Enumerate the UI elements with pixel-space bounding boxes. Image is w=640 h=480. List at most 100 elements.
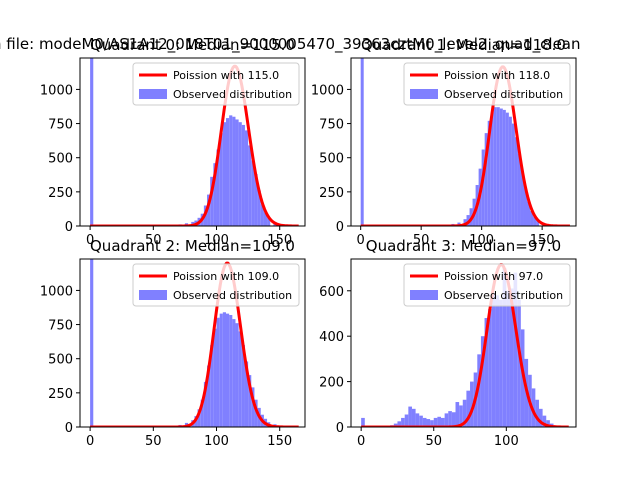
x-tick-label: 150: [267, 233, 292, 248]
subplot-quadrant-2: Quadrant 2: Median=109.0 0 50 100 150 0 250 500…: [40, 237, 306, 449]
histogram-bar: [238, 122, 242, 226]
histogram-bar: [462, 399, 467, 427]
legend-histogram-swatch: [139, 89, 167, 99]
x-tick-label: 100: [469, 233, 494, 248]
histogram-bar: [477, 354, 481, 427]
legend: Poission with 118.0 Observed distribution: [403, 62, 571, 106]
histogram-bar: [235, 323, 239, 427]
histogram-bar: [437, 416, 441, 427]
histogram-bar: [235, 119, 239, 226]
histogram-bar: [251, 160, 255, 226]
histogram-bar: [491, 293, 496, 427]
histogram-bar: [495, 295, 500, 427]
x-tick-label: 50: [413, 233, 430, 248]
histogram-bar: [219, 313, 223, 427]
legend: Poission with 109.0 Observed distribution: [132, 263, 300, 307]
histogram-bar: [401, 417, 405, 427]
histogram-bar: [200, 399, 204, 427]
y-tick-label: 400: [319, 330, 344, 345]
histogram-bar: [229, 115, 233, 226]
legend-poisson-label: Poission with 109.0: [173, 270, 279, 283]
legend-box: [132, 62, 300, 106]
histogram-bar: [527, 201, 531, 226]
legend-histogram-label: Observed distribution: [173, 289, 292, 302]
histogram-bar: [415, 413, 420, 427]
histogram-bar: [254, 174, 258, 226]
histogram-bar: [225, 313, 230, 427]
histogram-bar: [546, 420, 550, 427]
histogram-bar: [203, 381, 208, 427]
histogram-bar: [225, 118, 230, 226]
y-tick-label: 1000: [311, 83, 344, 98]
subplot-quadrant-3: Quadrant 3: Median=97.0 0 50 100 0 200 400 600 P…: [319, 237, 577, 449]
y-tick-label: 0: [65, 220, 73, 235]
subplots-grid: Quadrant 0: Median=115.00 50 100 1500250500…: [40, 36, 577, 449]
histogram-bar: [232, 116, 236, 226]
x-tick-label: 50: [425, 434, 442, 449]
x-tick-label: 100: [204, 434, 229, 449]
legend-histogram-label: Observed distribution: [444, 88, 563, 101]
histogram-bar: [480, 336, 485, 427]
axes-frame: [350, 258, 577, 428]
legend-poisson-label: Poission with 118.0: [444, 69, 550, 82]
histogram-bar: [451, 412, 456, 427]
figure-suptitle: n file: modeM0/AS1A12_018T01_9000005470_…: [0, 35, 581, 54]
histogram-bar: [470, 381, 474, 427]
histogram-bar: [216, 149, 220, 226]
y-tick-label: 750: [319, 118, 344, 133]
histogram-bar: [441, 417, 445, 427]
subplot-quadrant-0: Quadrant 0: Median=115.0 0 50 100 150 0 250 500…: [40, 36, 306, 248]
histogram-bar: [229, 315, 233, 427]
histogram-bar: [244, 130, 249, 226]
y-tick-label: 0: [336, 220, 344, 235]
histogram-bar: [535, 399, 539, 427]
histogram-bar: [419, 415, 423, 427]
histogram-bar: [484, 133, 488, 226]
histogram-bar: [542, 415, 547, 427]
histogram-bars: [360, 58, 564, 226]
histogram-bar: [408, 406, 412, 427]
axes-frame: [79, 57, 306, 227]
histogram-bar: [219, 133, 223, 226]
panel-title: Quadrant 2: Median=109.0: [90, 237, 295, 255]
legend-histogram-swatch: [410, 290, 438, 300]
histogram-bar: [444, 413, 449, 427]
histogram-bar: [222, 122, 226, 226]
legend-poisson-label: Poission with 97.0: [444, 270, 543, 283]
y-tick-label: 200: [319, 376, 344, 391]
x-tick-label: 0: [86, 233, 94, 248]
poisson-curve: [361, 263, 569, 427]
x-tick-label: 50: [145, 434, 162, 449]
histogram-bar: [244, 361, 249, 427]
histogram-bar: [505, 112, 509, 226]
histogram-bar: [509, 288, 514, 427]
histogram-bar: [251, 387, 255, 427]
x-tick-label: 150: [267, 434, 292, 449]
legend-box: [403, 263, 571, 307]
histogram-bar: [499, 108, 503, 226]
histogram-bar: [488, 308, 492, 427]
histogram-bar: [90, 259, 94, 427]
y-tick-label: 500: [319, 152, 344, 167]
subplot-quadrant-1: Quadrant 1: Median=118.0 0 50 100 150 0 250 500…: [311, 36, 577, 248]
poisson-curve: [360, 65, 571, 226]
histogram-bar: [426, 419, 431, 427]
histogram-bar: [520, 171, 524, 226]
histogram-bar: [207, 365, 211, 427]
x-tick-label: 150: [530, 233, 555, 248]
histogram-bar: [241, 124, 245, 226]
panel-title: Quadrant 1: Median=118.0: [361, 36, 566, 54]
histogram-bar: [254, 399, 258, 427]
legend-histogram-swatch: [139, 290, 167, 300]
histogram-bar: [502, 268, 507, 427]
histogram-bar: [393, 423, 398, 427]
x-tick-label: 100: [204, 233, 229, 248]
y-tick-label: 250: [48, 186, 73, 201]
histogram-bar: [513, 272, 518, 427]
histogram-bar: [430, 420, 434, 427]
histogram-bar: [238, 331, 242, 427]
legend-histogram-swatch: [410, 89, 438, 99]
axes-frame: [350, 57, 577, 227]
histogram-bar: [533, 216, 537, 226]
legend-box: [403, 62, 571, 106]
